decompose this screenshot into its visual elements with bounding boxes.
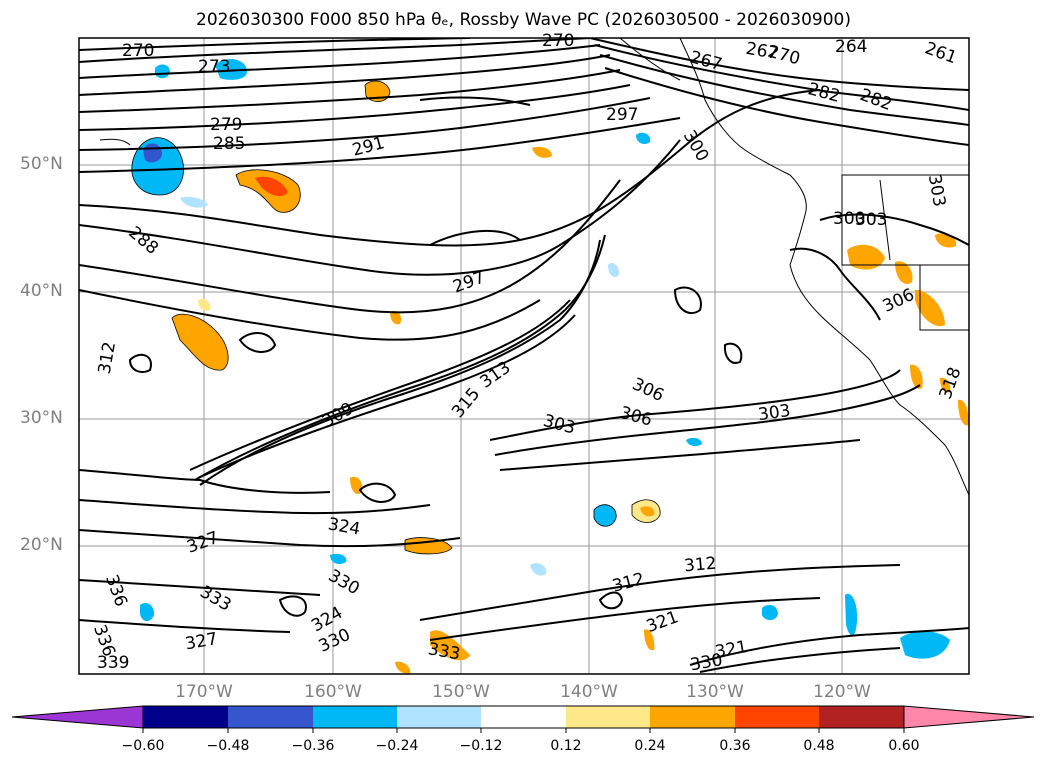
colorbar-tick-label: 0.24 [634,738,666,754]
contour-label: 270 [122,41,154,61]
colorbar-tick-label: −0.12 [459,738,503,754]
negative-anomaly-blob [636,132,651,144]
colorbar-tick-label: 0.36 [719,738,751,754]
colorbar-segment [566,706,650,728]
lat-tick-label: 20°N [20,535,63,555]
negative-anomaly-blob [900,631,950,659]
positive-anomaly-blob [847,244,885,270]
anomaly-shading [131,58,969,674]
lon-tick-label: 120°W [813,682,871,702]
contour-label: 312 [683,554,717,577]
colorbar-tick-label: 0.48 [803,738,835,754]
lat-tick-label: 30°N [20,408,63,428]
negative-anomaly-blob [845,593,858,636]
colorbar-tick-label: −0.36 [291,738,335,754]
lon-tick-label: 160°W [304,682,362,702]
colorbar-segment [143,706,228,728]
colorbar-tick-label: −0.24 [375,738,419,754]
negative-anomaly-blob [686,437,702,447]
positive-anomaly-blob [255,176,288,197]
positive-anomaly-blob [390,310,402,325]
negative-anomaly-blob [762,604,778,621]
colorbar-extend-high [903,705,1035,729]
positive-anomaly-blob [940,377,951,393]
positive-anomaly-blob [958,399,969,426]
colorbar-segment [228,706,313,728]
positive-anomaly-blob [644,629,655,651]
contour-label: 297 [606,105,638,125]
positive-anomaly-blob [895,261,913,284]
colorbar-extend-low [11,705,144,729]
contour-label: 303 [757,401,792,425]
positive-anomaly-blob [404,537,453,555]
contour-label: 270 [542,31,574,51]
colorbar-tick-label: −0.60 [121,738,165,754]
positive-anomaly-blob [395,661,411,674]
negative-anomaly-blob [608,263,620,277]
lon-tick-label: 140°W [560,682,618,702]
positive-anomaly-blob [198,298,211,311]
coastline [99,38,969,496]
colorbar-segment [313,706,397,728]
chart-title: 2026030300 F000 850 hPa θₑ, Rossby Wave … [196,10,851,30]
lat-tick-label: 40°N [20,281,63,301]
colorbar-segment [735,706,819,728]
negative-anomaly-blob [215,58,248,80]
negative-anomaly-blob [530,563,547,576]
negative-anomaly-blob [330,553,347,564]
negative-anomaly-blob [140,603,155,622]
negative-anomaly-blob [180,196,208,208]
positive-anomaly-blob [532,146,552,158]
positive-anomaly-blob [171,313,229,371]
contour-label: 303 [855,210,887,230]
contour-label: 339 [97,653,129,673]
lon-tick-label: 150°W [432,682,490,702]
contour-label: 300 [833,209,865,229]
colorbar-tick-label: −0.48 [206,738,250,754]
positive-anomaly-blob [364,80,391,102]
lon-tick-label: 170°W [175,682,233,702]
plot-frame [78,37,970,675]
colorbar-segment [397,706,481,728]
contour-label: 279 [210,115,242,135]
positive-anomaly-blob [915,289,945,327]
contour-label: 264 [835,37,867,57]
positive-anomaly-blob [910,364,923,389]
lon-tick-label: 130°W [686,682,744,702]
colorbar-tick-label: 0.12 [550,738,582,754]
colorbar-segment [481,706,566,728]
colorbar-tick-label: 0.60 [888,738,920,754]
theta-e-contours [79,38,969,673]
contour-label: 285 [213,134,245,154]
negative-anomaly-blob [593,504,617,527]
colorbar [11,705,1035,733]
contour-label: 273 [198,57,230,77]
colorbar-segment [650,706,735,728]
positive-anomaly-blob [640,506,655,517]
colorbar-segment [819,706,904,728]
lat-tick-label: 50°N [20,154,63,174]
